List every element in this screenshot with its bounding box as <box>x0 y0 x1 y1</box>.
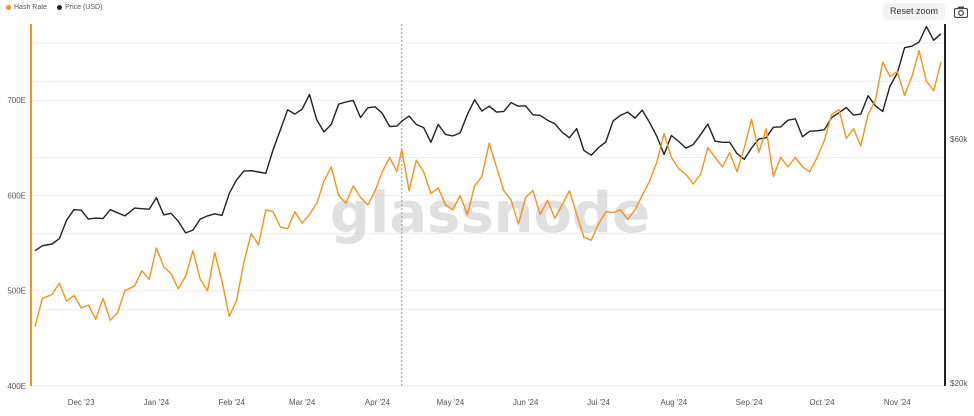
x-tick-label: Nov '24 <box>884 398 911 407</box>
x-tick-label: Aug '24 <box>660 398 687 407</box>
x-axis-ticks: Dec '23 Jan '24 Feb '24 Mar '24 Apr '24 May '… <box>68 398 912 407</box>
x-tick-label: Jul '24 <box>587 398 610 407</box>
x-tick-label: May '24 <box>436 398 464 407</box>
x-tick-label: Jun '24 <box>513 398 539 407</box>
grid-lines <box>31 42 945 387</box>
right-axis-ticks: $20k $60k <box>950 135 968 388</box>
x-tick-label: Mar '24 <box>289 398 316 407</box>
x-tick-label: Apr '24 <box>365 398 391 407</box>
watermark-logo: glassnode <box>330 181 650 246</box>
x-tick-label: Oct '24 <box>809 398 835 407</box>
left-tick-label: 500E <box>7 287 26 296</box>
right-tick-label: $60k <box>950 135 968 144</box>
hash-rate-dot-icon <box>6 5 11 10</box>
left-axis-ticks: 400E 500E 600E 700E <box>7 96 26 391</box>
right-tick-label: $20k <box>950 379 968 388</box>
legend-label-price: Price (USD) <box>65 4 103 11</box>
x-tick-label: Feb '24 <box>219 398 246 407</box>
price-series-line <box>34 25 942 252</box>
legend-item-price[interactable]: Price (USD) <box>57 4 102 11</box>
x-tick-label: Sep '24 <box>736 398 763 407</box>
left-tick-label: 700E <box>7 96 26 105</box>
left-tick-label: 600E <box>7 191 26 200</box>
x-tick-label: Jan '24 <box>144 398 170 407</box>
price-dot-icon <box>57 5 63 10</box>
x-tick-label: Dec '23 <box>68 398 95 407</box>
camera-icon[interactable] <box>954 6 968 18</box>
hash-rate-series-line <box>34 50 942 328</box>
legend-item-hash-rate[interactable]: Hash Rate <box>6 4 47 11</box>
left-tick-label: 400E <box>7 382 26 391</box>
legend: Hash Rate Price (USD) <box>6 4 102 11</box>
legend-label-hash-rate: Hash Rate <box>14 4 48 11</box>
reset-zoom-button[interactable]: Reset zoom <box>883 3 945 20</box>
